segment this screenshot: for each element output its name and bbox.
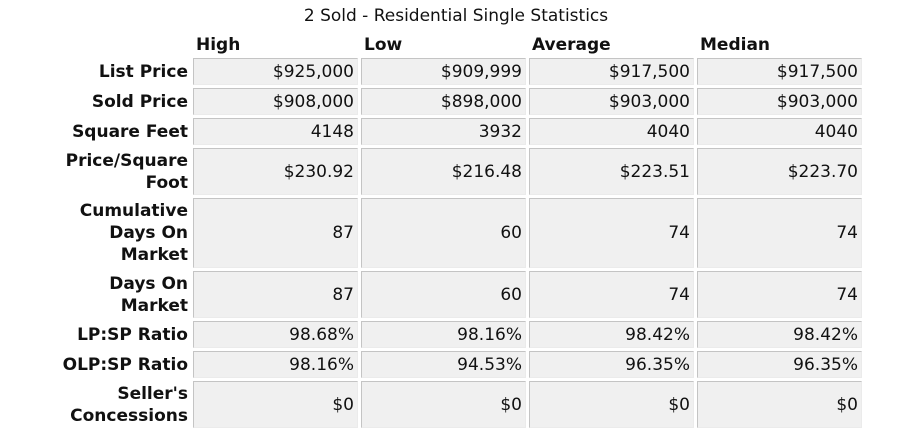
row-label-olp-sp-ratio: OLP:SP Ratio [62,354,188,375]
table-cell: $0 [193,381,358,428]
row-label-sold-price: Sold Price [91,91,188,112]
table-cell: 4148 [193,118,358,145]
table-cell: $909,999 [361,58,526,85]
table-row: Days On Market 87 60 74 74 [57,271,862,318]
row-label-square-feet: Square Feet [72,121,188,142]
column-header-low: Low [364,35,403,55]
statistics-table: High Low Average Median List Price $925,… [54,32,865,431]
table-cell: 74 [529,198,694,268]
table-row: Sold Price $908,000 $898,000 $903,000 $9… [57,88,862,115]
table-cell: $0 [529,381,694,428]
table-row: List Price $925,000 $909,999 $917,500 $9… [57,58,862,85]
table-cell: $898,000 [361,88,526,115]
table-row: Cumulative Days On Market 87 60 74 74 [57,198,862,268]
column-header-average: Average [532,35,611,55]
table-row: Price/Square Foot $230.92 $216.48 $223.5… [57,148,862,195]
table-cell: $917,500 [529,58,694,85]
table-cell: $230.92 [193,148,358,195]
table-cell: $903,000 [697,88,862,115]
table-cell: 60 [361,271,526,318]
table-cell: $216.48 [361,148,526,195]
table-cell: 74 [697,198,862,268]
table-cell: 74 [697,271,862,318]
table-cell: 4040 [697,118,862,145]
table-cell: 98.16% [193,351,358,378]
table-cell: $917,500 [697,58,862,85]
table-cell: 96.35% [697,351,862,378]
table-cell: $223.70 [697,148,862,195]
table-row: OLP:SP Ratio 98.16% 94.53% 96.35% 96.35% [57,351,862,378]
table-cell: $903,000 [529,88,694,115]
table-row: LP:SP Ratio 98.68% 98.16% 98.42% 98.42% [57,321,862,348]
table-cell: 74 [529,271,694,318]
table-cell: $925,000 [193,58,358,85]
row-label-price-per-square-foot: Price/Square Foot [65,150,188,193]
table-cell: $0 [361,381,526,428]
page-title: 2 Sold - Residential Single Statistics [303,6,609,26]
table-cell: 98.42% [529,321,694,348]
table-cell: 87 [193,271,358,318]
table-row: Seller's Concessions $0 $0 $0 $0 [57,381,862,428]
table-cell: $908,000 [193,88,358,115]
table-cell: 3932 [361,118,526,145]
row-label-list-price: List Price [98,61,188,82]
table-cell: 98.42% [697,321,862,348]
table-cell: 87 [193,198,358,268]
table-cell: $0 [697,381,862,428]
table-row: Square Feet 4148 3932 4040 4040 [57,118,862,145]
header-row: High Low Average Median [57,35,862,55]
table-cell: 96.35% [529,351,694,378]
table-cell: 94.53% [361,351,526,378]
table-cell: $223.51 [529,148,694,195]
table-cell: 98.16% [361,321,526,348]
table-cell: 98.68% [193,321,358,348]
row-label-lp-sp-ratio: LP:SP Ratio [77,324,188,345]
column-header-median: Median [700,35,771,55]
row-label-cumulative-days-on-market: Cumulative Days On Market [79,201,188,265]
row-label-days-on-market: Days On Market [109,273,188,316]
corner-cell [57,35,190,55]
row-label-sellers-concessions: Seller's Concessions [70,383,188,426]
table-cell: 4040 [529,118,694,145]
table-cell: 60 [361,198,526,268]
column-header-high: High [196,35,241,55]
